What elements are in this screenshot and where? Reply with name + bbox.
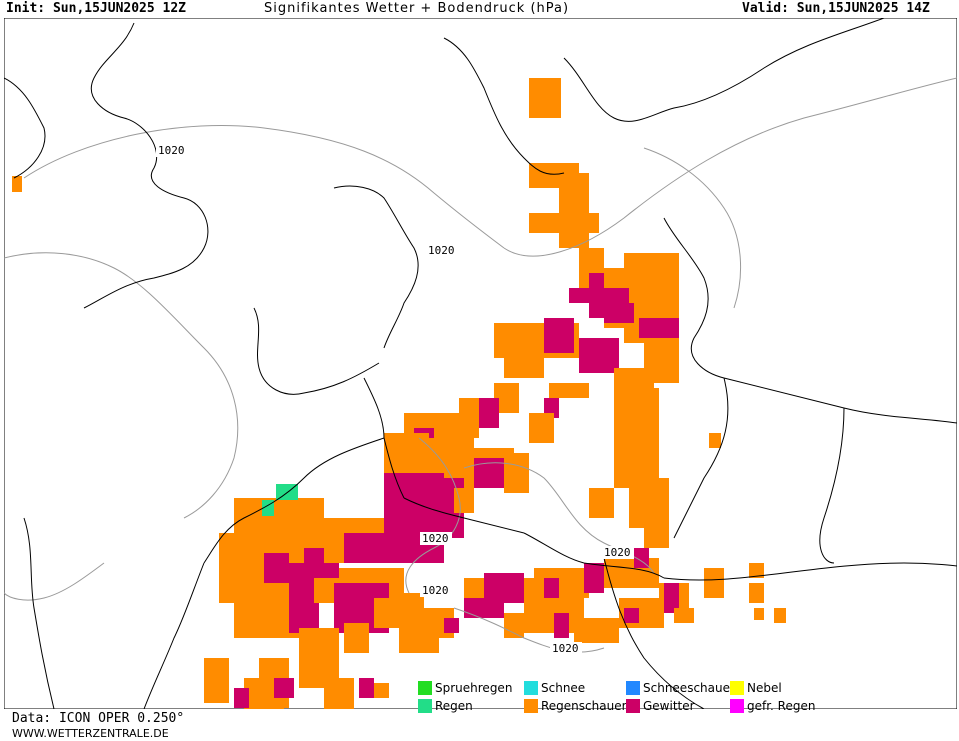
- precip-cell: [464, 598, 504, 618]
- legend-label: Schneeschauer: [643, 681, 735, 695]
- precip-cell: [529, 413, 554, 443]
- precip-cell: [374, 683, 389, 698]
- precip-cell: [444, 618, 459, 633]
- init-time: Init: Sun,15JUN2025 12Z: [6, 1, 187, 16]
- isobar-lines: [4, 77, 957, 653]
- precip-cell: [579, 338, 619, 373]
- precip-cell: [624, 608, 639, 623]
- precipitation-layer: [12, 78, 786, 709]
- precip-cell: [549, 383, 589, 398]
- precip-cell: [774, 608, 786, 623]
- legend-item: Regenschauer: [524, 698, 627, 714]
- legend-item: Gewitter: [626, 698, 695, 714]
- precip-cell: [324, 678, 354, 709]
- isobar-label: 1020: [552, 642, 579, 655]
- isobar-label: 1020: [158, 144, 185, 157]
- precip-cell: [559, 173, 589, 248]
- coastlines-borders: [4, 18, 957, 709]
- precip-cell: [459, 398, 479, 438]
- legend-swatch: [730, 699, 744, 713]
- legend-swatch: [418, 699, 432, 713]
- legend-label: Gewitter: [643, 699, 695, 713]
- precip-cell: [454, 488, 474, 513]
- legend-item: Nebel: [730, 680, 782, 696]
- legend: Spruehregen Schnee Schneeschauer Nebel Regen…: [418, 680, 838, 714]
- legend-item: Regen: [418, 698, 473, 714]
- precip-cell: [204, 658, 229, 703]
- precip-cell: [554, 613, 569, 638]
- data-source: Data: ICON OPER 0.250°: [12, 711, 185, 726]
- legend-swatch: [524, 699, 538, 713]
- precip-cell: [479, 398, 499, 428]
- legend-label: Regen: [435, 699, 473, 713]
- isobar-label: 1020: [604, 546, 631, 559]
- precip-cell: [529, 78, 561, 118]
- precip-cell: [274, 678, 294, 698]
- legend-label: Spruehregen: [435, 681, 513, 695]
- isobar-label: 1020: [428, 244, 455, 257]
- precip-cell: [574, 618, 619, 643]
- precip-cell: [544, 318, 574, 353]
- legend-swatch: [418, 681, 432, 695]
- legend-item: gefr. Regen: [730, 698, 815, 714]
- precip-cell: [504, 453, 529, 493]
- precip-cell: [344, 623, 369, 653]
- site-url: WWW.WETTERZENTRALE.DE: [12, 727, 169, 740]
- precip-cell: [704, 568, 724, 598]
- legend-swatch: [524, 681, 538, 695]
- isobar-label: 1020: [422, 532, 449, 545]
- precip-cell: [12, 176, 22, 192]
- precip-cell: [674, 608, 694, 623]
- legend-swatch: [730, 681, 744, 695]
- isobar-label: 1020: [422, 584, 449, 597]
- legend-item: Schnee: [524, 680, 585, 696]
- precip-cell: [344, 533, 384, 563]
- map-title: Signifikantes Wetter + Bodendruck (hPa): [264, 1, 570, 16]
- valid-time: Valid: Sun,15JUN2025 14Z: [742, 1, 930, 16]
- legend-swatch: [626, 699, 640, 713]
- legend-swatch: [626, 681, 640, 695]
- precip-cell: [589, 488, 614, 518]
- precip-cell: [664, 583, 679, 613]
- legend-label: Schnee: [541, 681, 586, 695]
- legend-label: Regenschauer: [541, 699, 627, 713]
- precip-cell: [604, 303, 634, 323]
- precip-cell: [604, 558, 659, 588]
- precip-cell: [644, 478, 669, 548]
- legend-label: gefr. Regen: [747, 699, 816, 713]
- precip-cell: [529, 213, 599, 233]
- precip-cell: [359, 678, 374, 698]
- isobar-labels: 1020 1020 1020 1020 1020 1020: [156, 144, 634, 655]
- precip-cell: [749, 563, 764, 578]
- precip-cell: [234, 688, 249, 708]
- precip-cell: [584, 563, 604, 593]
- precip-cell: [749, 583, 764, 603]
- legend-item: Schneeschauer: [626, 680, 735, 696]
- precip-cell: [264, 553, 289, 583]
- weather-map: 1020 1020 1020 1020 1020 1020: [4, 18, 957, 709]
- precip-cell: [504, 358, 544, 378]
- legend-label: Nebel: [747, 681, 782, 695]
- precip-cell: [639, 318, 679, 338]
- precip-cell: [634, 548, 649, 568]
- precip-cell: [589, 273, 604, 318]
- precip-cell: [504, 613, 524, 638]
- precip-cell: [754, 608, 764, 620]
- legend-item: Spruehregen: [418, 680, 512, 696]
- precip-cell: [709, 433, 721, 448]
